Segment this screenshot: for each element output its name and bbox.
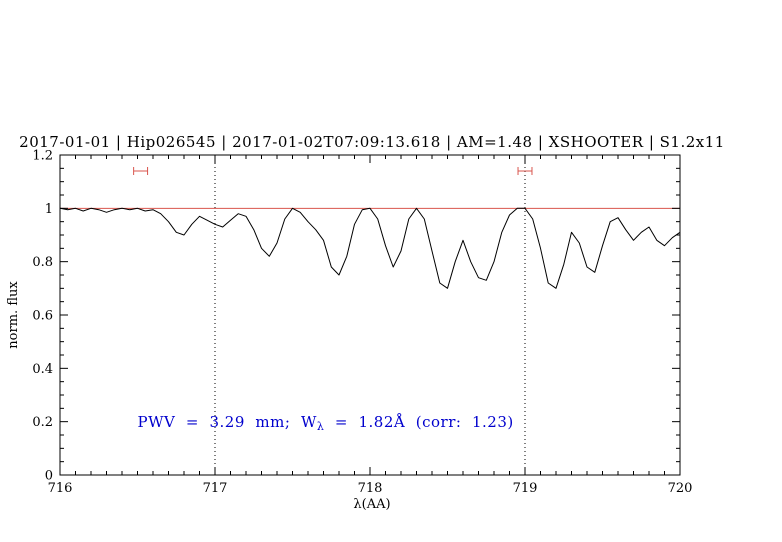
x-tick-label: 716 [48, 481, 73, 496]
x-tick-label: 720 [668, 481, 693, 496]
y-tick-label: 0.6 [32, 309, 53, 324]
axis-ticks [59, 154, 681, 476]
plot-title: 2017-01-01 | Hip026545 | 2017-01-02T07:0… [19, 133, 725, 151]
y-tick-label: 1.2 [32, 149, 53, 164]
y-tick-label: 0.4 [32, 362, 53, 377]
plot-area: 716 717 718 719 720 0 0.2 0.4 0.6 0.8 1 1.2 PWV = 3.… [32, 149, 692, 497]
y-tick-label: 0 [45, 469, 53, 484]
y-axis-label: norm. flux [6, 281, 21, 349]
y-tick-label: 1 [45, 202, 53, 217]
y-tick-label: 0.8 [32, 255, 53, 270]
x-tick-label: 718 [358, 481, 383, 496]
axis-tick-labels: 716 717 718 719 720 0 0.2 0.4 0.6 0.8 1 1.2 [32, 149, 692, 497]
x-axis-label: λ(AA) [353, 497, 390, 512]
x-tick-label: 717 [203, 481, 228, 496]
integration-limit-vlines [214, 155, 526, 475]
bandpass-markers [133, 167, 533, 175]
spectrum-line [59, 207, 681, 289]
pwv-annotation: PWV = 3.29 mm; Wλ = 1.82Å (corr: 1.23) [138, 413, 514, 433]
y-tick-label: 0.2 [32, 415, 53, 430]
x-tick-label: 719 [513, 481, 538, 496]
